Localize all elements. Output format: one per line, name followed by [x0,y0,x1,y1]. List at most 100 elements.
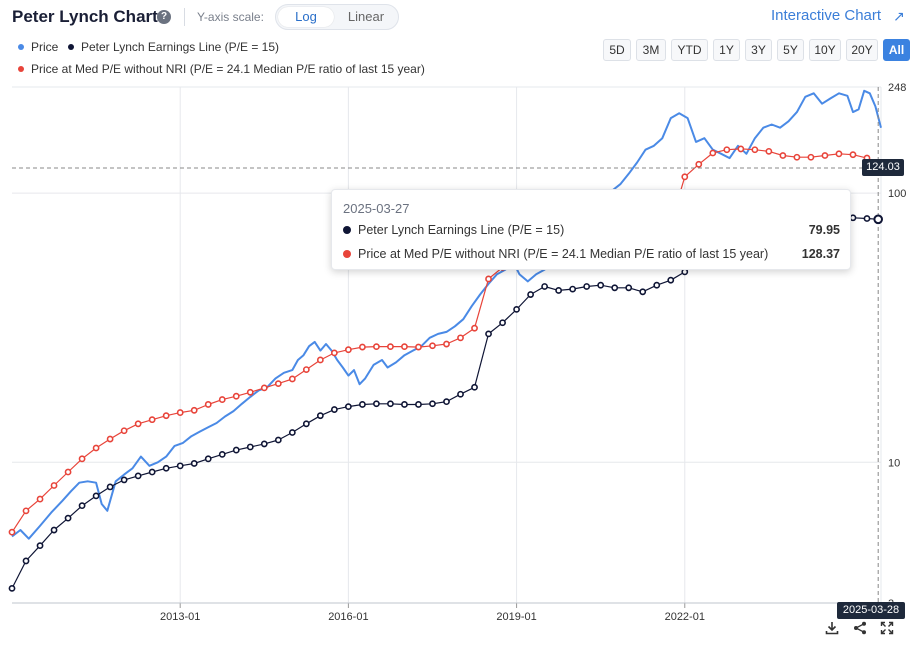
range-button-all[interactable]: All [883,39,910,61]
series-2-point [695,160,703,168]
crosshair-x-label: 2025-03-28 [837,602,905,619]
series-2-point [190,406,198,414]
series-1-point [513,305,520,313]
series-2-point [218,396,226,403]
legend-item-earnings-line[interactable]: Peter Lynch Earnings Line (P/E = 15) [68,40,279,54]
series-2-point [302,366,310,373]
range-button-3y[interactable]: 3Y [745,39,772,61]
series-1-point [527,291,534,298]
tooltip-row-earnings: Peter Lynch Earnings Line (P/E = 15) 79.… [343,223,840,237]
scale-option-linear[interactable]: Linear [347,9,385,24]
series-1-point [597,281,605,289]
series-2-point [232,392,240,400]
series-1-point [260,440,268,448]
help-icon[interactable]: ? [157,10,171,24]
range-button-ytd[interactable]: YTD [671,39,708,61]
legend-item-med-pe[interactable]: Price at Med P/E without NRI (P/E = 24.1… [18,62,425,76]
scale-label: Y-axis scale: [197,10,264,24]
series-2-point [807,153,815,161]
series-2-point [793,153,801,161]
series-1-point [639,288,647,296]
series-2-point [176,409,184,416]
series-1-point [50,526,58,534]
series-2-point [120,427,128,435]
series-2-point [246,388,254,396]
series-1-point [443,398,450,406]
range-button-5y[interactable]: 5Y [777,39,804,61]
chart-lines [8,89,882,592]
series-1-point [541,283,549,290]
series-1-point [36,542,44,550]
range-button-1y[interactable]: 1Y [713,39,740,61]
series-1-point [92,492,100,500]
tooltip-label: Peter Lynch Earnings Line (P/E = 15) [358,223,565,237]
series-2-point [134,420,142,428]
series-2-point [36,495,44,503]
range-button-3m[interactable]: 3M [636,39,666,61]
series-1-point [22,557,30,565]
series-1-point [8,584,16,592]
share-icon[interactable] [852,621,868,637]
series-1-point [625,284,633,292]
series-2-point [330,349,338,357]
series-2-point [443,340,450,348]
series-2-point [22,507,30,515]
interactive-chart-link[interactable]: Interactive Chart [771,7,882,24]
crosshair-marker [873,214,883,225]
x-tick-label: 2016-01 [328,611,368,623]
series-2-point [92,444,100,452]
series-1-point [373,400,380,408]
series-2-point [148,416,156,424]
external-link-icon[interactable]: ↗ [893,8,905,24]
legend-item-price[interactable]: Price [18,40,58,54]
x-tick-label: 2013-01 [160,611,200,623]
series-1-point [204,455,212,463]
series-2-point [471,324,478,332]
series-2-point [359,343,366,351]
range-button-20y[interactable]: 20Y [846,39,878,61]
series-1-point [415,401,422,408]
crosshair-y-label: 124.03 [862,159,904,176]
series-1-point [681,268,689,276]
scale-option-log[interactable]: Log [278,7,334,27]
series-1-point [148,468,156,476]
y-tick-label: 248 [888,82,906,94]
series-line-0 [11,89,882,540]
series-1-point [344,403,352,411]
legend-dot-icon [68,44,74,50]
divider [184,8,185,26]
series-1-point [302,420,310,428]
series-1-point [162,464,170,472]
series-1-point [78,502,86,510]
chart-tooltip: 2025-03-27 Peter Lynch Earnings Line (P/… [331,189,851,270]
series-1-point [653,281,661,289]
fullscreen-icon[interactable] [879,621,895,637]
range-button-10y[interactable]: 10Y [809,39,841,61]
series-2-point [737,145,745,153]
series-2-point [373,343,380,351]
legend-dot-icon [18,44,24,50]
series-2-point [709,149,717,157]
series-1-point [667,276,675,284]
download-icon[interactable] [824,621,840,637]
series-1-point [64,514,72,522]
series-2-point [401,343,408,351]
series-1-point [555,287,563,294]
series-1-point [120,476,128,484]
series-2-point [779,152,787,159]
x-tick-label: 2019-01 [496,611,536,623]
series-2-point [429,342,436,350]
legend-label: Price [31,40,59,54]
series-2-point [485,275,492,283]
series-1-point [569,285,577,293]
series-1-point [499,319,506,327]
series-1-point [246,443,254,451]
series-2-point [64,468,72,476]
series-1-point [863,215,871,222]
series-2-point [274,380,282,388]
series-1-point [387,400,394,408]
series-2-point [8,528,16,536]
range-button-5d[interactable]: 5D [603,39,631,61]
series-2-point [457,334,464,342]
